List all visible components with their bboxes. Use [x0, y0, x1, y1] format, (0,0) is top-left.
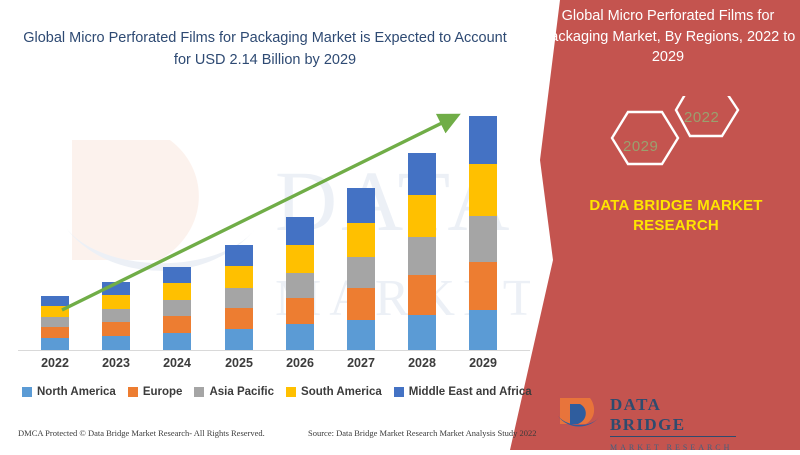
panel-brand-text: DATA BRIDGE MARKET RESEARCH [589, 197, 763, 235]
bar-segment [41, 327, 69, 338]
bar-segment [347, 188, 375, 223]
bar-segment [408, 315, 436, 350]
hexagon-label-2022: 2022 [684, 109, 720, 126]
bar-segment [163, 333, 191, 350]
bar-segment [408, 195, 436, 237]
bar-segment [225, 266, 253, 288]
bar-segment [408, 153, 436, 195]
footer: DMCA Protected © Data Bridge Market Rese… [18, 428, 538, 446]
legend-swatch [127, 387, 138, 397]
bar-segment [469, 164, 497, 216]
x-axis-labels: 2022 2023 2024 2025 2026 2027 2028 2029 [0, 354, 540, 376]
bar-segment [102, 309, 130, 322]
bar-segment [469, 216, 497, 262]
legend-swatch [393, 387, 404, 397]
bar-segment [225, 288, 253, 308]
bar-segment [163, 283, 191, 300]
legend-item-north-america[interactable]: North America [22, 386, 116, 398]
bar-segment [469, 310, 497, 350]
x-axis-line [18, 350, 530, 351]
hexagon-2029-shape [610, 110, 680, 166]
bar-segment [41, 306, 69, 317]
hexagon-label-2029: 2029 [623, 138, 659, 155]
logo-word-bottom: MARKET RESEARCH [610, 443, 733, 452]
x-axis-label-2022: 2022 [41, 356, 69, 370]
bar-segment [286, 245, 314, 273]
bar-segment [225, 329, 253, 350]
legend-item-south-america[interactable]: South America [286, 386, 382, 398]
x-axis-label-2023: 2023 [102, 356, 130, 370]
bar-segment [408, 237, 436, 275]
bar-segment [41, 317, 69, 327]
chart-legend: North America Europe Asia Pacific South Ame… [22, 382, 542, 402]
x-axis-label-2027: 2027 [347, 356, 375, 370]
bar-segment [286, 217, 314, 245]
footer-copyright: DMCA Protected © Data Bridge Market Rese… [18, 428, 265, 438]
bar-segment [408, 275, 436, 315]
bar-segment [225, 308, 253, 329]
legend-swatch [194, 387, 205, 397]
bar-segment [347, 257, 375, 288]
bar-segment [347, 288, 375, 320]
bar-segment [41, 296, 69, 306]
legend-label: South America [301, 386, 382, 398]
bar-segment [163, 267, 191, 283]
bar-2026[interactable] [286, 217, 314, 350]
bar-segment [102, 295, 130, 309]
x-axis-label-2026: 2026 [286, 356, 314, 370]
bar-segment [41, 338, 69, 350]
bar-segment [347, 320, 375, 350]
bar-segment [102, 322, 130, 336]
x-axis-label-2029: 2029 [469, 356, 497, 370]
logo-word-top: DATA BRIDGE [610, 395, 736, 437]
bar-2022[interactable] [41, 296, 69, 350]
bar-segment [163, 316, 191, 333]
bar-2023[interactable] [102, 282, 130, 350]
chart-plot-area: 2022 2023 2024 2025 2026 2027 2028 2029 [18, 113, 530, 370]
bar-segment [469, 262, 497, 310]
x-axis-label-2024: 2024 [163, 356, 191, 370]
bar-segment [225, 245, 253, 266]
x-axis-label-2028: 2028 [408, 356, 436, 370]
bar-segment [102, 336, 130, 350]
bar-2027[interactable] [347, 188, 375, 350]
bar-2024[interactable] [163, 267, 191, 350]
legend-item-middle-east-and-africa[interactable]: Middle East and Africa [393, 386, 532, 398]
hexagon-group: 2029 2022 [592, 84, 796, 180]
data-bridge-logo-text: DATA BRIDGE MARKET RESEARCH [610, 395, 736, 455]
bar-segment [286, 298, 314, 324]
bar-2029[interactable] [469, 116, 497, 350]
bar-segment [469, 116, 497, 164]
legend-swatch [286, 387, 297, 397]
legend-label: North America [37, 386, 116, 398]
legend-item-asia-pacific[interactable]: Asia Pacific [194, 386, 274, 398]
bar-segment [347, 223, 375, 257]
bar-2028[interactable] [408, 153, 436, 350]
footer-source: Source: Data Bridge Market Research Mark… [308, 428, 537, 438]
chart-title: Global Micro Perforated Films for Packag… [23, 30, 507, 68]
stacked-bars-layer [41, 116, 497, 350]
legend-swatch [22, 387, 32, 397]
x-axis-label-2025: 2025 [225, 356, 253, 370]
legend-item-europe[interactable]: Europe [127, 386, 183, 398]
bar-segment [102, 282, 130, 295]
legend-label: Europe [142, 386, 183, 398]
bar-segment [286, 324, 314, 350]
bar-segment [163, 300, 191, 316]
bar-segment [286, 273, 314, 298]
legend-label: Asia Pacific [209, 386, 275, 398]
data-bridge-logo-mark [556, 394, 606, 439]
legend-label: Middle East and Africa [408, 386, 532, 398]
data-bridge-logo: DATA BRIDGE MARKET RESEARCH [556, 392, 736, 452]
bar-2025[interactable] [225, 245, 253, 350]
panel-title: Global Micro Perforated Films for Packag… [540, 8, 796, 66]
